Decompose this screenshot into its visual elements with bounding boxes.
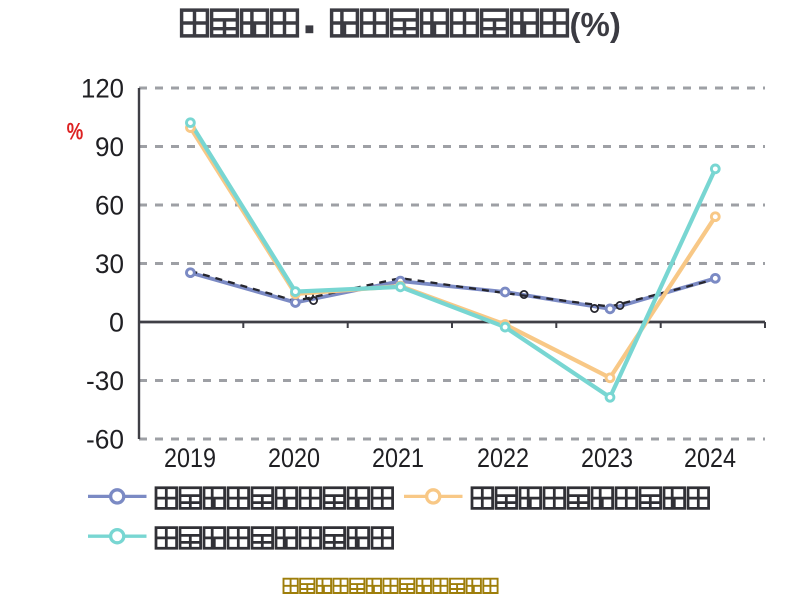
svg-text:2022: 2022 — [477, 443, 529, 473]
svg-text:2023: 2023 — [581, 443, 633, 473]
svg-text:0: 0 — [109, 308, 124, 338]
svg-text:-60: -60 — [86, 425, 124, 455]
svg-text:2021: 2021 — [372, 443, 424, 473]
svg-text:-30: -30 — [86, 366, 124, 396]
svg-text:(%): (%) — [570, 6, 621, 43]
svg-text:%: % — [67, 118, 84, 145]
svg-text:2020: 2020 — [268, 443, 320, 473]
svg-text:2019: 2019 — [164, 443, 216, 473]
svg-text:60: 60 — [95, 191, 124, 221]
svg-text:120: 120 — [81, 74, 124, 104]
svg-text:30: 30 — [95, 249, 124, 279]
svg-text:2024: 2024 — [684, 443, 736, 473]
svg-text:90: 90 — [95, 132, 124, 162]
